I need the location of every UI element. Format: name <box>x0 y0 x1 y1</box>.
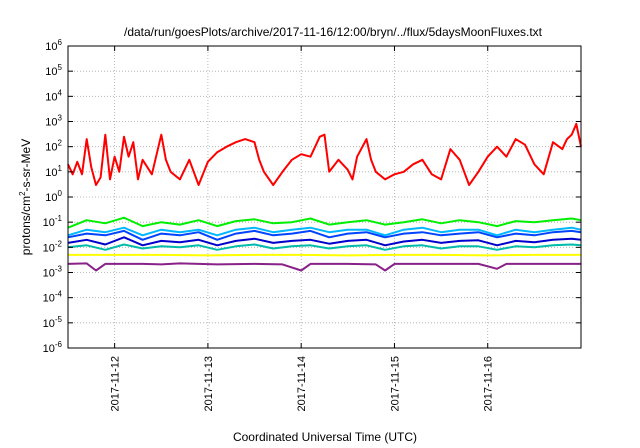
series-line <box>67 243 582 251</box>
y-tick-label: 105 <box>45 63 62 78</box>
y-tick-label: 10-5 <box>43 315 63 330</box>
x-tick-label: 2017-11-14 <box>296 356 308 411</box>
y-tick-label: 102 <box>45 139 62 154</box>
series-line <box>67 216 582 229</box>
y-axis-label: protons/cm2-s-sr-MeV <box>18 139 33 255</box>
y-tick-label: 106 <box>45 38 62 53</box>
series-line <box>67 229 582 241</box>
series-line <box>67 262 581 272</box>
plot-frame <box>67 45 582 349</box>
series-line <box>67 226 582 237</box>
y-tick-label: 10-1 <box>43 214 63 229</box>
x-tick-label: 2017-11-13 <box>203 356 215 411</box>
y-tick-label: 100 <box>45 189 62 204</box>
x-axis: 2017-11-12 2017-11-13 2017-11-14 2017-11-15… <box>110 46 495 411</box>
x-tick-label: 2017-11-15 <box>389 356 401 411</box>
y-tick-label: 103 <box>45 114 62 129</box>
y-tick-label: 10-4 <box>43 290 63 305</box>
y-tick-label: 10-2 <box>43 239 63 254</box>
x-axis-label: Coordinated Universal Time (UTC) <box>233 430 417 444</box>
series-line <box>67 122 582 186</box>
series-line <box>67 236 582 247</box>
x-tick-label: 2017-11-16 <box>483 356 495 411</box>
y-tick-label: 101 <box>45 164 62 179</box>
y-tick-label: 10-6 <box>43 340 63 355</box>
chart-title: /data/run/goesPlots/archive/2017-11-16/1… <box>124 25 543 39</box>
y-tick-label: 104 <box>45 88 62 103</box>
y-tick-label: 10-3 <box>43 265 63 280</box>
grid <box>68 46 581 348</box>
series-line <box>68 253 581 257</box>
series-layer <box>67 122 582 272</box>
y-axis: 10-6 10-5 10-4 10-3 10-2 10-1 100 101 102 103 104 1… <box>43 38 581 355</box>
x-tick-label: 2017-11-12 <box>110 356 122 411</box>
